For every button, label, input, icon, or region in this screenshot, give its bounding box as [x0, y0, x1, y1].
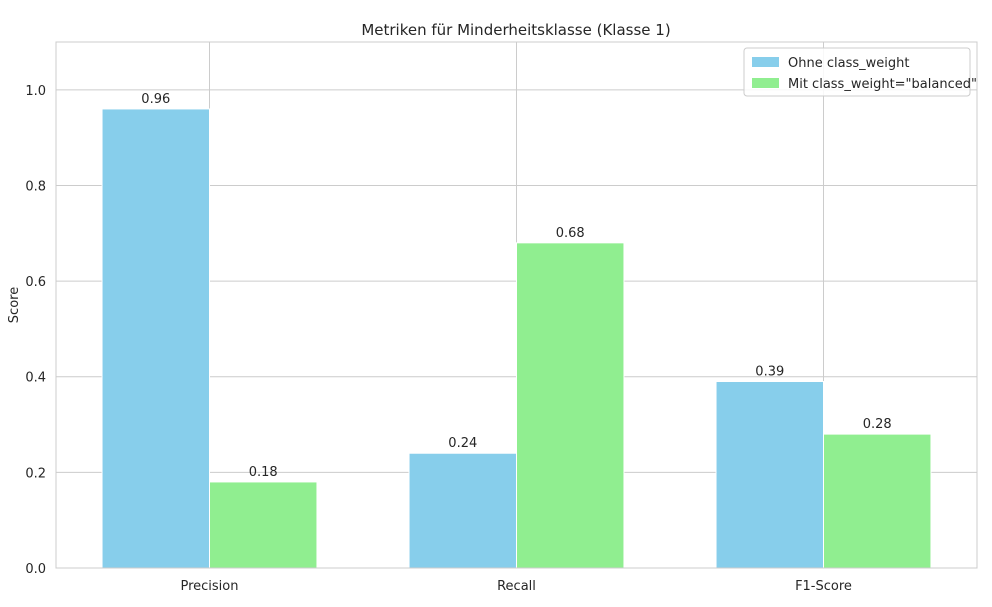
legend-swatch-mit — [752, 78, 779, 88]
bar-ohne-f1-score — [715, 381, 824, 569]
plot-frame — [55, 41, 978, 569]
bar-value-label: 0.39 — [755, 365, 784, 380]
chart-title: Metriken für Minderheitsklasse (Klasse 1… — [361, 21, 670, 39]
x-tick-label: Precision — [180, 579, 238, 594]
y-axis-label: Score — [7, 287, 22, 323]
y-tick-label: 0.4 — [25, 371, 46, 386]
bar-labels-layer: 0.96 0.24 0.39 0.18 0.68 0.28 — [141, 92, 891, 480]
legend-swatch-ohne — [752, 57, 779, 67]
y-tick-label: 0.2 — [25, 466, 46, 481]
ticks-layer: 0.0 0.2 0.4 0.6 0.8 1.0 Precision Recall F1-Scor… — [25, 84, 852, 594]
legend-label-mit: Mit class_weight="balanced" — [788, 77, 977, 92]
y-tick-label: 0.8 — [25, 179, 46, 194]
legend: Ohne class_weight Mit class_weight="bala… — [743, 47, 977, 97]
legend-label-ohne: Ohne class_weight — [788, 56, 909, 71]
x-tick-label: F1-Score — [795, 579, 852, 594]
legend-box — [743, 47, 971, 97]
bar-value-label: 0.24 — [448, 436, 477, 451]
y-tick-label: 0.0 — [25, 562, 46, 577]
bar-mit-f1-score — [823, 433, 932, 569]
bar-mit-recall — [516, 242, 625, 569]
bar-ohne-recall — [408, 452, 517, 569]
bars-layer — [101, 108, 932, 569]
y-tick-label: 0.6 — [25, 275, 46, 290]
bar-ohne-precision — [101, 108, 210, 569]
y-tick-label: 1.0 — [25, 84, 46, 99]
x-tick-label: Recall — [497, 579, 536, 594]
bar-value-label: 0.18 — [249, 465, 278, 480]
bar-mit-precision — [209, 481, 318, 569]
bar-value-label: 0.68 — [556, 226, 585, 241]
bar-value-label: 0.96 — [141, 92, 170, 107]
bar-value-label: 0.28 — [863, 417, 892, 432]
